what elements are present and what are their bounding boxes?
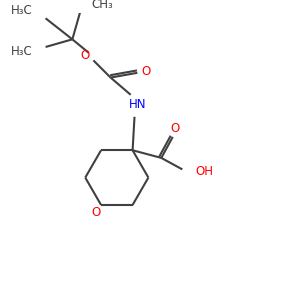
Text: O: O <box>170 122 179 135</box>
Text: H₃C: H₃C <box>11 45 32 58</box>
Text: H₃C: H₃C <box>11 4 32 17</box>
Text: CH₃: CH₃ <box>92 0 113 11</box>
Text: O: O <box>92 206 101 219</box>
Text: O: O <box>80 49 89 62</box>
Text: O: O <box>141 65 151 78</box>
Text: OH: OH <box>196 165 214 178</box>
Text: HN: HN <box>129 98 146 111</box>
